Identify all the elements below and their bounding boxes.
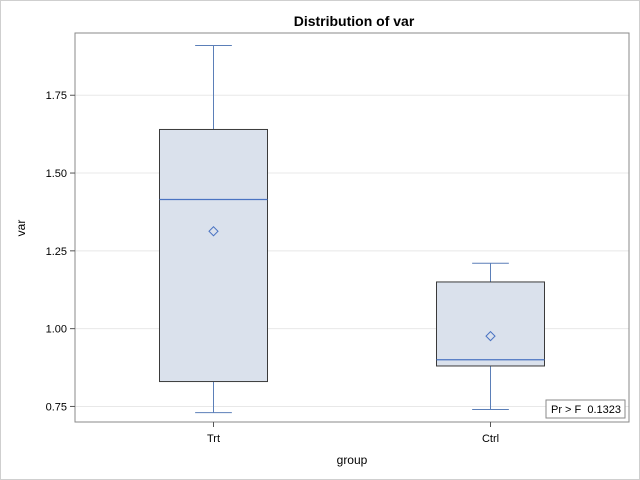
iqr-box <box>159 128 268 383</box>
y-tick-label: 0.75 <box>46 401 67 413</box>
x-axis-label: group <box>337 453 368 467</box>
stat-inset-box <box>545 399 626 419</box>
y-tick-label: 1.75 <box>46 90 67 102</box>
iqr-box <box>436 281 545 367</box>
stat-inset-label: Pr > F <box>551 404 582 416</box>
stat-inset: Pr > F 0.1323 <box>545 399 626 419</box>
grid-lines <box>75 94 629 407</box>
y-tick-label: 1.00 <box>46 324 67 336</box>
x-axis: Trt Ctrl <box>207 422 499 445</box>
box-trt <box>159 44 268 414</box>
plot-area <box>74 32 630 423</box>
mean-marker <box>208 226 219 237</box>
y-tick-label: 1.25 <box>46 246 67 258</box>
box-ctrl <box>436 262 545 411</box>
x-tick-label: Trt <box>207 433 220 445</box>
y-tick-label: 1.50 <box>46 168 67 180</box>
x-tick-label: Ctrl <box>482 433 499 445</box>
y-axis-label: var <box>14 220 28 237</box>
stat-inset-value: 0.1323 <box>587 404 621 416</box>
y-axis: 0.75 1.00 1.25 1.50 1.75 <box>46 90 75 413</box>
mean-marker <box>485 330 496 342</box>
chart-title: Distribution of var <box>294 13 415 29</box>
boxes <box>159 44 545 414</box>
